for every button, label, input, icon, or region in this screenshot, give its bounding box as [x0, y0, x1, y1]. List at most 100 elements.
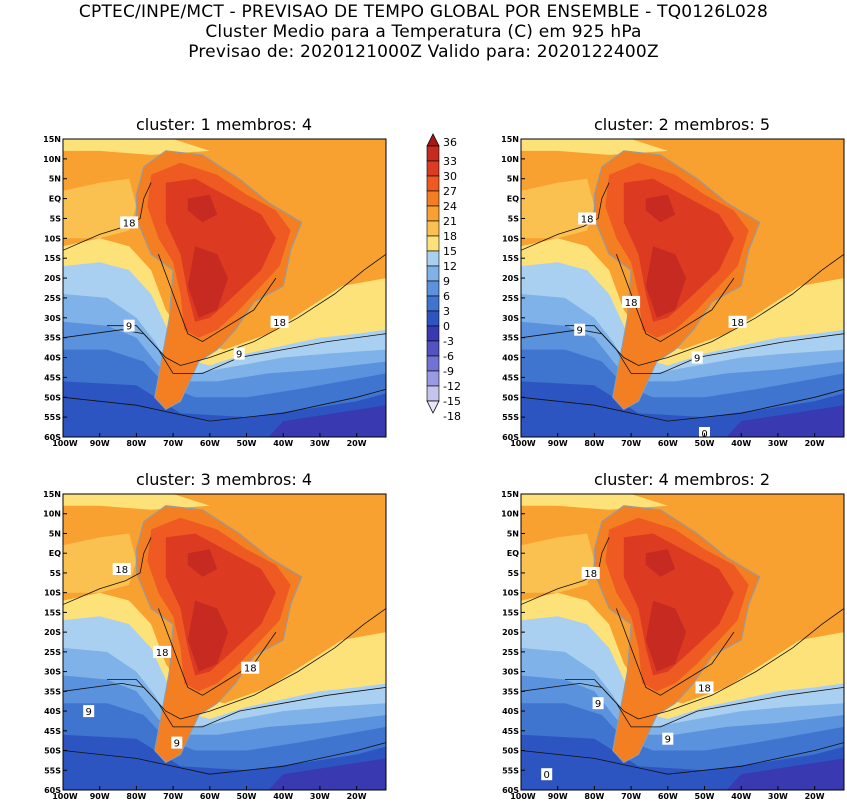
contour-label: 9 [236, 350, 242, 361]
colorbar-label: 33 [443, 155, 457, 168]
lon-tick-label: 30W [768, 792, 788, 801]
contour-label-box [270, 315, 289, 328]
lat-tick-label: 10S [44, 234, 61, 243]
colorbar-label: 15 [443, 245, 457, 258]
map-frame [520, 493, 845, 791]
lat-tick-label: 45S [502, 727, 519, 736]
contour-label: 18 [625, 298, 638, 309]
coastline [135, 150, 303, 410]
colorbar-label: 18 [443, 230, 457, 243]
colorbar-label: 27 [443, 185, 457, 198]
contour-label: 0 [544, 770, 550, 781]
lat-tick-label: EQ [507, 195, 519, 204]
contour-line [521, 608, 844, 720]
lon-tick-label: 90W [548, 439, 568, 448]
contour-label: 9 [174, 739, 180, 750]
colorbar-label: -3 [443, 335, 454, 348]
colorbar-segment [426, 310, 440, 327]
colorbar-label: -18 [443, 410, 461, 423]
map-panel-2: 181891890cluster: 2 membros: 515N10N5NEQ… [501, 115, 845, 448]
contour-label-box [153, 645, 172, 658]
contour-label: 18 [581, 215, 594, 226]
lat-tick-label: 5S [508, 215, 520, 224]
contour-label-box [233, 347, 245, 360]
lat-tick-label: 5S [50, 215, 62, 224]
lon-tick-label: 20W [805, 439, 825, 448]
lat-tick-label: 30S [502, 314, 519, 323]
colorbar-segment [426, 220, 440, 237]
colorbar-label: -12 [443, 380, 461, 393]
colorbar-label: -6 [443, 350, 454, 363]
contour-line [63, 742, 386, 775]
contour-label: 18 [156, 648, 169, 659]
lat-tick-label: 30S [502, 668, 519, 677]
lat-tick-label: 40S [44, 354, 61, 363]
lat-tick-label: 55S [502, 413, 519, 422]
contour-label: 18 [244, 664, 257, 675]
lat-tick-label: 60S [44, 433, 61, 442]
colorbar-segment [426, 385, 440, 402]
contour-label-box [695, 681, 714, 694]
contour-label: 9 [577, 326, 583, 337]
lon-tick-label: 40W [273, 792, 293, 801]
lat-tick-label: 15N [501, 490, 519, 499]
lat-tick-label: EQ [49, 195, 61, 204]
lon-tick-label: 80W [584, 792, 604, 801]
colorbar-label: 9 [443, 275, 450, 288]
lat-tick-label: 25S [502, 294, 519, 303]
lon-tick-label: 100W [52, 792, 78, 801]
contour-label-box [171, 736, 183, 749]
contour-label-box [581, 566, 600, 579]
lat-tick-label: 45S [44, 373, 61, 382]
contour-label-box [123, 319, 135, 332]
lat-tick-label: 15N [43, 135, 61, 144]
colorbar-label: -9 [443, 365, 454, 378]
lon-tick-label: 30W [310, 792, 330, 801]
lon-tick-label: 50W [237, 792, 257, 801]
lon-tick-label: 70W [163, 792, 183, 801]
lat-tick-label: 10N [501, 510, 519, 519]
contour-label-box [622, 295, 641, 308]
contour-label-box [541, 768, 553, 781]
lat-tick-label: 35S [502, 334, 519, 343]
map-panel-4: 18 18 9 9 0 cluster: 4 membros: 2 15N 10N 5N EQ 5S… [501, 470, 845, 801]
temperature-field [521, 494, 844, 790]
lat-tick-label: 50S [502, 747, 519, 756]
lat-tick-label: 25S [44, 648, 61, 657]
lon-tick-label: 50W [695, 792, 715, 801]
lat-tick-label: 45S [44, 727, 61, 736]
contour-label: 9 [126, 322, 132, 333]
map-panel-3: 18 18 18 9 9 cluster: 3 membros: 4 15N 10N 5N EQ 5… [43, 470, 387, 801]
lat-tick-label: 10S [44, 589, 61, 598]
lat-tick-label: 60S [502, 433, 519, 442]
colorbar-label: -15 [443, 395, 461, 408]
lat-tick-label: EQ [49, 549, 61, 558]
panel-title: cluster: 2 membros: 5 [594, 115, 770, 134]
lon-tick-label: 80W [126, 439, 146, 448]
lat-tick-label: 50S [44, 747, 61, 756]
contour-label-box [691, 351, 703, 364]
colorbar-label: 6 [443, 290, 450, 303]
figure-subtitle: Cluster Medio para a Temperatura (C) em … [205, 22, 642, 42]
lat-tick-label: 15N [43, 490, 61, 499]
contour-label: 18 [731, 318, 744, 329]
colorbar-segment [426, 340, 440, 357]
lat-tick-label: 60S [44, 786, 61, 795]
lat-tick-label: 5N [49, 530, 61, 539]
contour-label-box [592, 697, 604, 710]
temperature-field [63, 139, 386, 437]
map-frame [62, 138, 387, 438]
lat-tick-label: 55S [44, 766, 61, 775]
lat-tick-label: 10N [43, 155, 61, 164]
contour-line [63, 608, 386, 720]
lat-tick-label: 5N [49, 175, 61, 184]
contour-line [63, 388, 386, 422]
lon-tick-label: 50W [237, 439, 257, 448]
contour-label-box [241, 661, 260, 674]
contour-line [616, 608, 735, 696]
lon-tick-label: 90W [90, 439, 110, 448]
contour-label: 18 [584, 569, 597, 580]
lat-tick-label: 60S [502, 786, 519, 795]
